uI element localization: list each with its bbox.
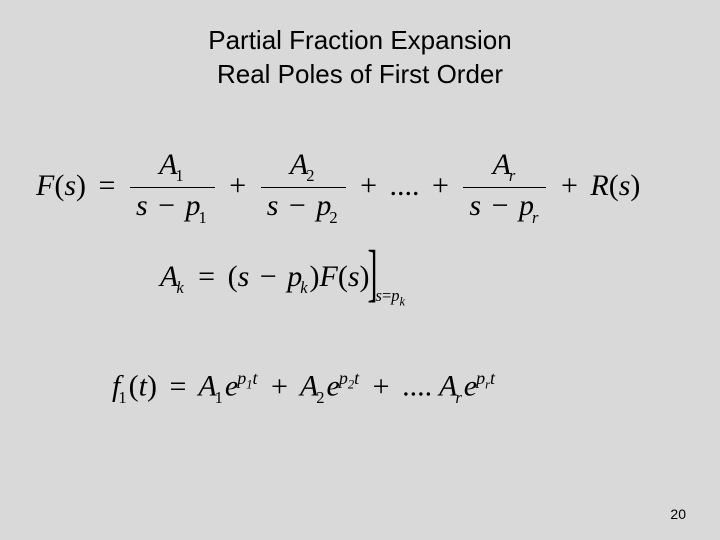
f3-t1-cs: 1 xyxy=(215,388,223,407)
f1-t1-dsub: 1 xyxy=(199,208,207,227)
slide-title: Partial Fraction Expansion Real Poles of… xyxy=(0,0,720,92)
f1-t2-d1: s xyxy=(267,189,279,222)
f2-rhs: F xyxy=(320,260,338,293)
f1-term-2: A2 s − p2 xyxy=(261,148,346,228)
f1-tr-numsub: r xyxy=(509,166,515,185)
f3-t1-ea: t xyxy=(253,368,258,388)
f1-tail: R xyxy=(590,169,608,202)
f2-psub: k xyxy=(300,278,307,297)
f1-tr-dsub: r xyxy=(532,208,538,227)
f1-tr-d1: s xyxy=(469,189,481,222)
f3-t2-cs: 2 xyxy=(316,388,324,407)
f3-ellipsis: .... xyxy=(402,370,432,403)
f3-tr-ev: p xyxy=(476,368,485,388)
title-line-2: Real Poles of First Order xyxy=(217,59,503,89)
f1-term-r: Ar s − pr xyxy=(463,148,546,228)
f1-t1-d1: s xyxy=(136,189,148,222)
f1-lhs-arg: s xyxy=(64,169,76,202)
f2-lhs-sub: k xyxy=(176,278,183,297)
f3-lhs-arg: t xyxy=(139,370,147,403)
f3-t2-e: e xyxy=(327,370,340,403)
formula-partial-fraction: F(s) = A1 s − p1 + A2 s − p2 + .... + Ar… xyxy=(36,148,640,228)
formula-residue: Ak = (s − pk)F(s)]s=pk xyxy=(160,260,407,309)
f3-t1-c: A xyxy=(198,370,216,403)
f1-t2-numsub: 2 xyxy=(306,166,314,185)
f1-t2-dsub: 2 xyxy=(329,208,337,227)
f1-t1-numsub: 1 xyxy=(175,166,183,185)
page-number: 20 xyxy=(670,506,686,522)
f3-t2-ea: t xyxy=(354,368,359,388)
f2-eval-rsub: k xyxy=(400,294,406,308)
f1-term-1: A1 s − p1 xyxy=(130,148,215,228)
f3-tr-cs: r xyxy=(455,388,461,407)
f2-p1: s xyxy=(238,260,250,293)
f3-t1-ev: p xyxy=(237,368,246,388)
f1-lhs: F xyxy=(36,169,54,202)
f2-eval-r: p xyxy=(391,286,399,305)
f1-tail-arg: s xyxy=(619,169,631,202)
f3-tr-ea: t xyxy=(490,368,495,388)
f3-t2-ev: p xyxy=(339,368,348,388)
f2-rhs-arg: s xyxy=(348,260,360,293)
f3-lhs-sub: 1 xyxy=(118,388,126,407)
formula-time-domain: f1(t) = A1ep1t + A2ep2t + .... Areprt xyxy=(112,368,496,408)
title-line-1: Partial Fraction Expansion xyxy=(208,25,511,55)
f1-ellipsis: .... xyxy=(390,169,420,202)
